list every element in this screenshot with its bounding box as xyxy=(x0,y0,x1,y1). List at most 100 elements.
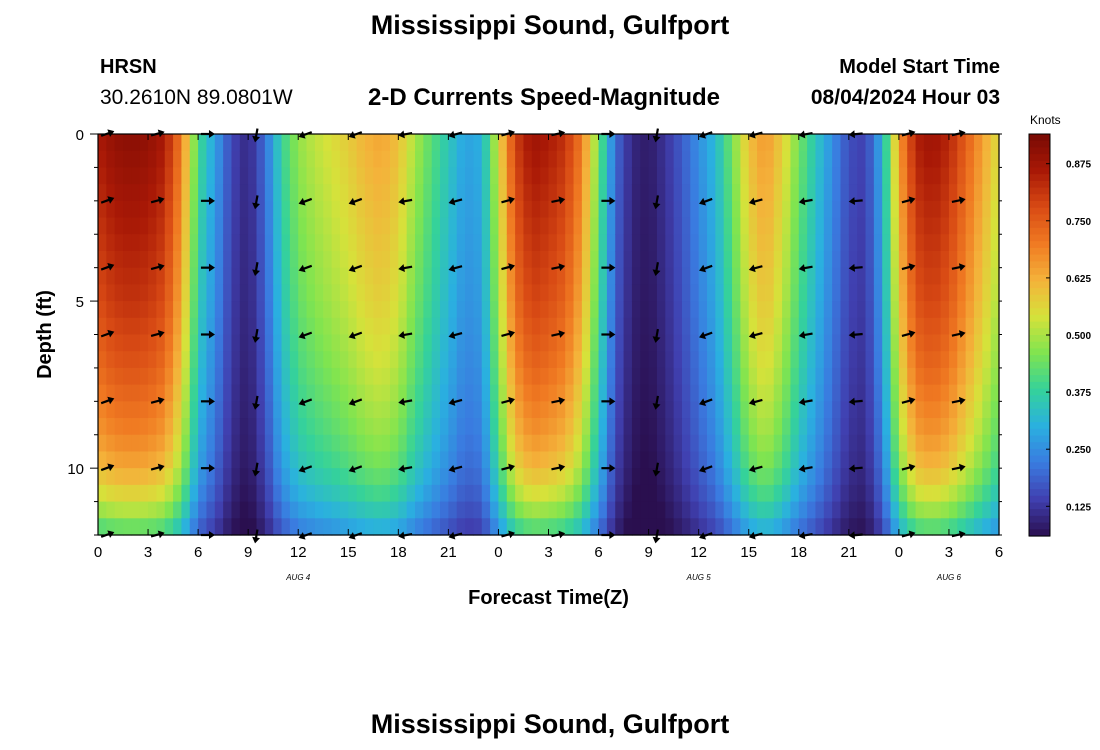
heatmap-cell xyxy=(314,301,324,319)
heatmap-cell xyxy=(698,484,708,503)
heatmap-cell xyxy=(540,401,550,419)
heatmap-cell xyxy=(139,150,149,169)
heatmap-cell xyxy=(123,167,132,185)
heatmap-cell xyxy=(465,150,475,169)
heatmap-cell xyxy=(398,284,408,302)
heatmap-cell xyxy=(790,451,800,469)
heatmap-cell xyxy=(757,184,766,202)
heatmap-cell xyxy=(256,434,266,453)
heatmap-cell xyxy=(481,150,491,169)
heatmap-cell xyxy=(481,284,491,302)
heatmap-cell xyxy=(832,501,842,519)
heatmap-cell xyxy=(398,234,408,252)
heatmap-cell xyxy=(214,167,224,185)
heatmap-cell xyxy=(965,150,975,169)
heatmap-cell xyxy=(698,234,708,252)
heatmap-cell xyxy=(948,468,958,486)
heatmap-cell xyxy=(832,434,842,453)
heatmap-cell xyxy=(498,518,508,536)
heatmap-cell xyxy=(181,250,191,269)
heatmap-cell xyxy=(398,317,408,336)
heatmap-cell xyxy=(481,518,491,536)
heatmap-cell xyxy=(531,267,541,285)
heatmap-cell xyxy=(506,451,516,469)
heatmap-cell xyxy=(189,184,199,202)
heatmap-cell xyxy=(765,200,775,219)
heatmap-cell xyxy=(573,367,583,386)
heatmap-cell xyxy=(139,301,149,319)
heatmap-cell xyxy=(173,518,183,536)
heatmap-cell xyxy=(615,301,625,319)
heatmap-cell xyxy=(448,367,458,386)
heatmap-cell xyxy=(598,484,608,503)
heatmap-cell xyxy=(364,250,374,269)
current-direction-arrow xyxy=(601,263,616,272)
heatmap-cell xyxy=(865,351,875,369)
heatmap-cell xyxy=(465,484,475,503)
heatmap-cell xyxy=(314,317,324,336)
heatmap-cell xyxy=(890,451,900,469)
heatmap-cell xyxy=(873,518,883,536)
heatmap-cell xyxy=(298,284,308,302)
heatmap-cell xyxy=(456,317,466,336)
current-direction-arrow xyxy=(601,330,616,339)
current-direction-arrow xyxy=(848,397,863,406)
heatmap-cell xyxy=(823,468,833,486)
heatmap-cell xyxy=(848,150,858,169)
heatmap-cell xyxy=(281,217,291,235)
heatmap-cell xyxy=(748,284,758,302)
heatmap-cell xyxy=(940,418,950,436)
current-direction-arrow xyxy=(298,264,313,273)
heatmap-cell xyxy=(648,167,658,185)
heatmap-cell xyxy=(932,518,942,536)
heatmap-cell xyxy=(456,468,466,486)
heatmap-cell xyxy=(690,134,700,152)
heatmap-cell xyxy=(214,267,224,285)
heatmap-cell xyxy=(857,134,867,152)
heatmap-cell xyxy=(573,250,583,269)
heatmap-cell xyxy=(631,367,641,386)
heatmap-cell xyxy=(681,451,691,469)
heatmap-cell xyxy=(281,518,291,536)
heatmap-cell xyxy=(773,184,783,202)
colorbar-swatch xyxy=(1029,435,1050,443)
heatmap-cell xyxy=(565,284,575,302)
heatmap-cell xyxy=(123,351,132,369)
heatmap-cell xyxy=(156,468,166,486)
heatmap-cell xyxy=(957,484,967,503)
heatmap-cell xyxy=(139,418,149,436)
heatmap-cell xyxy=(865,418,875,436)
heatmap-cell xyxy=(757,150,766,169)
heatmap-cell xyxy=(815,234,825,252)
heatmap-cell xyxy=(214,301,224,319)
heatmap-cell xyxy=(239,267,249,285)
current-direction-arrow xyxy=(551,330,566,338)
heatmap-cell xyxy=(598,518,608,536)
heatmap-cell xyxy=(982,167,992,185)
heatmap-cell xyxy=(748,418,758,436)
heatmap-cell xyxy=(98,468,107,486)
heatmap-cell xyxy=(556,184,566,202)
heatmap-cell xyxy=(982,317,992,336)
heatmap-cell xyxy=(773,234,783,252)
heatmap-cell xyxy=(148,267,157,285)
heatmap-cell xyxy=(356,184,366,202)
heatmap-cell xyxy=(181,484,191,503)
heatmap-cell xyxy=(123,418,132,436)
heatmap-cell xyxy=(565,167,575,185)
heatmap-cell xyxy=(389,234,399,252)
heatmap-cell xyxy=(982,267,992,285)
heatmap-cell xyxy=(289,150,299,169)
colorbar-swatch xyxy=(1029,308,1050,316)
colorbar-tick-label: 0.875 xyxy=(1066,160,1091,171)
heatmap-cell xyxy=(198,134,208,152)
current-arrows xyxy=(100,128,966,544)
heatmap-cell xyxy=(356,150,366,169)
heatmap-cell xyxy=(481,234,491,252)
heatmap-cell xyxy=(106,134,116,152)
heatmap-cell xyxy=(498,501,508,519)
heatmap-cell xyxy=(807,150,817,169)
heatmap-cell xyxy=(306,167,316,185)
heatmap-cell xyxy=(289,134,299,152)
